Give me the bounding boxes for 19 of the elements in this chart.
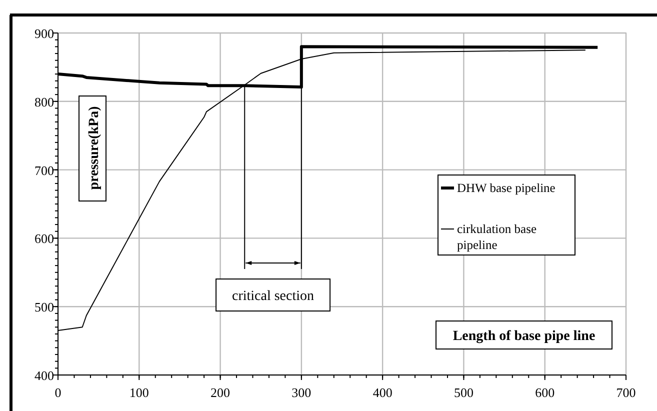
y-tick-label: 900 (34, 26, 54, 41)
y-tick-label: 500 (34, 300, 54, 315)
x-tick-label: 700 (616, 385, 636, 400)
x-tick-label: 600 (535, 385, 555, 400)
y-tick-label: 400 (34, 368, 54, 383)
y-axis-title: pressure(kPa) (87, 106, 102, 190)
legend-label: DHW base pipeline (457, 181, 556, 195)
x-tick-label: 400 (372, 385, 392, 400)
y-tick-label: 700 (34, 162, 54, 178)
x-tick-label: 100 (129, 385, 149, 400)
x-axis-title: Length of base pipe line (452, 329, 596, 344)
x-tick-label: 0 (54, 385, 62, 400)
x-tick-label: 500 (454, 385, 474, 400)
annotation: critical section (232, 289, 314, 304)
legend-label: cirkulation base pipeline (457, 222, 537, 252)
y-tick-label: 800 (34, 94, 54, 110)
x-tick-label: 300 (292, 385, 312, 400)
y-tick-label: 600 (34, 231, 54, 246)
x-tick-label: 200 (210, 385, 230, 400)
